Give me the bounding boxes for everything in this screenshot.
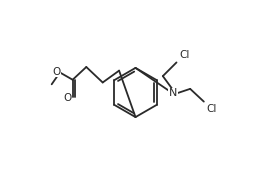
Text: Cl: Cl bbox=[179, 50, 190, 60]
Text: Cl: Cl bbox=[206, 104, 217, 114]
Text: N: N bbox=[169, 88, 177, 98]
Text: O: O bbox=[63, 93, 71, 103]
Text: O: O bbox=[52, 67, 60, 77]
